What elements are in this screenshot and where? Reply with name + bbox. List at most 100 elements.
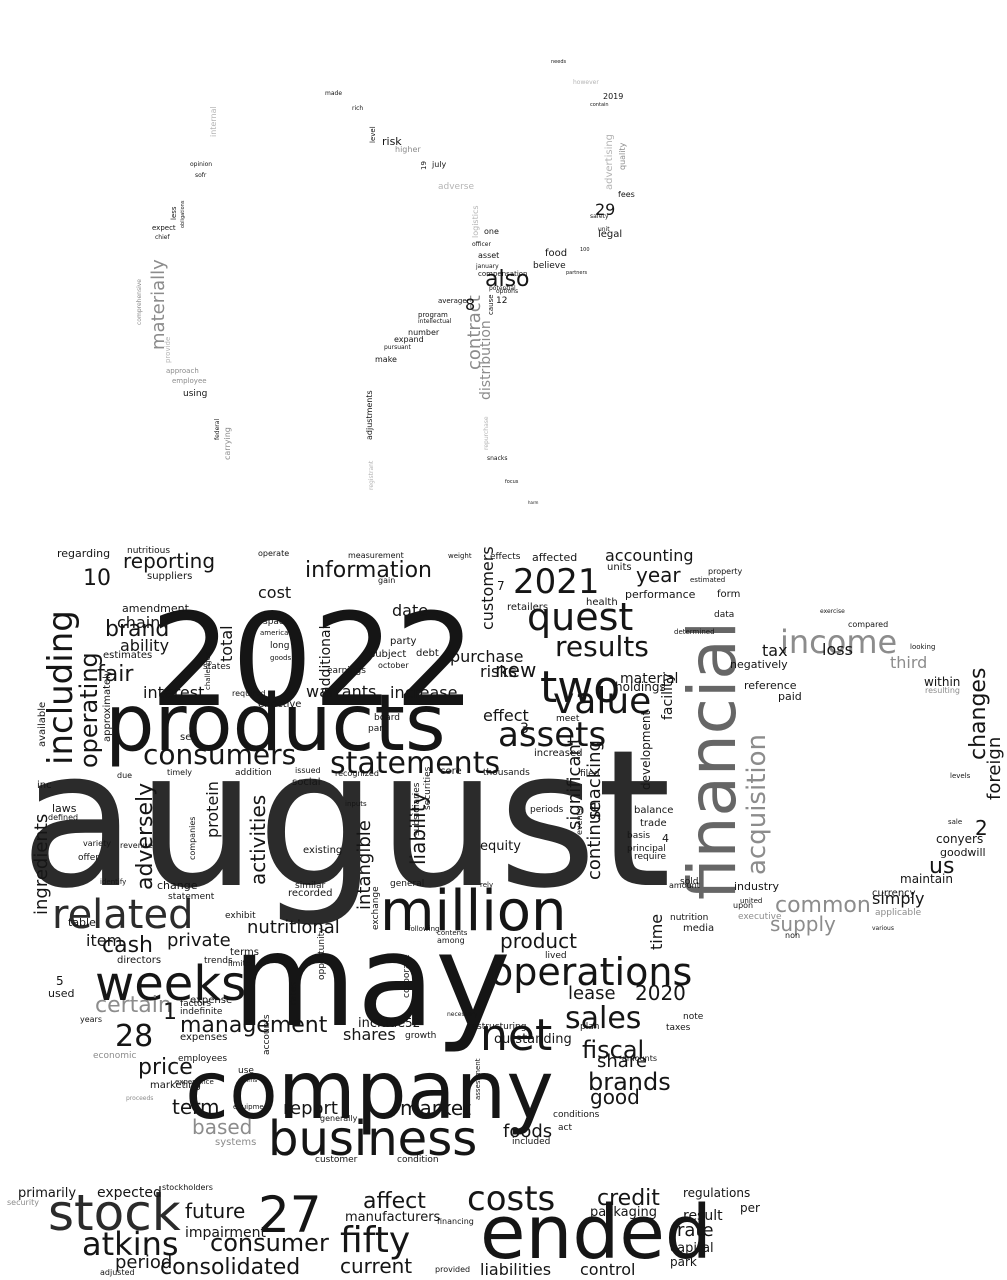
word-adjusted: adjusted [100,1268,135,1277]
word-contract: contract [464,295,485,370]
word-information: information [305,558,432,583]
word-2: 2 [975,816,988,840]
word-liabilities: liabilities [480,1260,551,1279]
word-focus: focus [505,479,519,485]
word-loss: loss [822,640,853,659]
word-however: however [573,79,599,86]
word-units: units [607,562,632,573]
word-accounts: accounts [262,1014,272,1055]
word-value: value [553,681,651,722]
word-2022: 2022 [150,587,476,736]
word-required: required [232,689,266,698]
word-material: material [620,671,678,687]
word-credit: credit [597,1186,660,1211]
word-distribution: distribution [478,320,494,400]
word-january: january [475,263,499,270]
word-interest: interest [143,683,204,702]
word-consumer: consumer [210,1229,329,1257]
word-industry: industry [734,880,780,893]
word-harm: harm [528,500,539,505]
word-facility: facility [660,673,676,720]
word-currency: currency [872,888,916,899]
word-offer: offer [78,853,99,863]
word-federal: federal [214,419,221,440]
word-proceeds: proceeds [126,1095,153,1102]
word-changes: changes [966,668,991,760]
word-debt: debt [416,648,439,659]
word-12: 12 [496,296,507,306]
word-partners: partners [566,270,588,276]
word-exercise: exercise [820,608,845,615]
word-control: control [580,1260,635,1279]
word-meet: meet [556,714,580,724]
word-growth: growth [405,1031,436,1041]
word-terms: terms [230,947,259,958]
word-sold: sold [680,877,698,887]
word-note: note [683,1012,704,1022]
word-management: management [180,1013,328,1038]
word-marketing: marketing [150,1080,201,1091]
word-maintain: maintain [900,872,953,886]
word-expected: expected [97,1185,162,1201]
word-new: new [495,658,536,682]
word-sale: sale [948,818,962,826]
word-number: number [408,328,440,337]
word-years: years [80,1015,102,1024]
word-affected: affected [532,551,577,564]
word-media: media [683,923,714,934]
word-estimates: estimates [103,650,152,661]
word-products: products [105,679,446,769]
word-fiscal: fiscal [582,1036,644,1064]
word-financial: financial [674,621,751,900]
word-principal: principal [627,844,666,854]
word-cost: cost [258,583,291,602]
word-periods: periods [530,805,564,815]
word-consumers: consumers [143,738,296,771]
word-generally: generally [320,1114,358,1123]
word-snacking: snacking [584,740,605,820]
word-foreign: foreign [984,737,1005,800]
word-capital: capital [670,1241,714,1256]
word-expense: expense [190,995,232,1006]
word-obligations: obligations [180,200,186,228]
word-similar: similar [295,881,325,891]
word-future: future [185,1199,245,1223]
word-using: using [183,389,207,399]
word-various: various [872,925,894,932]
word-opinion: opinion [190,161,212,168]
word-foods: foods [503,1121,552,1142]
word-27: 27 [258,1186,322,1244]
word-measurement: measurement [348,551,404,560]
word-29: 29 [595,200,615,219]
word-operating: operating [75,652,103,768]
word-existing: existing [303,845,342,856]
word-part: part [368,724,387,734]
word-retailers: retailers [507,602,548,613]
word-related: related [52,892,193,938]
word-effective: effective [258,699,301,710]
word-due: due [117,771,132,780]
word-significant: significant [564,737,585,830]
word-weight: weight [448,552,472,560]
word-amounts: amounts [622,1054,657,1063]
word-defined: defined [48,813,78,822]
word-date: date [392,601,428,620]
word-net: net [480,1010,552,1061]
word-5: 5 [56,974,64,988]
word-term: term [172,1095,220,1119]
word-result: result [683,1208,723,1224]
word-timely: timely [167,768,192,777]
word-upon: upon [733,901,753,910]
word-intangible: intangible [354,820,375,910]
word-asset: asset [478,251,499,260]
word-adverse: adverse [438,182,474,192]
word-space: space [263,617,290,627]
word-3: 3 [520,721,529,737]
word-employees: employees [178,1054,227,1064]
word-social: social [292,777,321,788]
word-potential: potential [489,285,516,292]
word-snacks: snacks [487,455,508,462]
word-time: time [647,914,666,950]
word-regulations: regulations [683,1186,750,1200]
